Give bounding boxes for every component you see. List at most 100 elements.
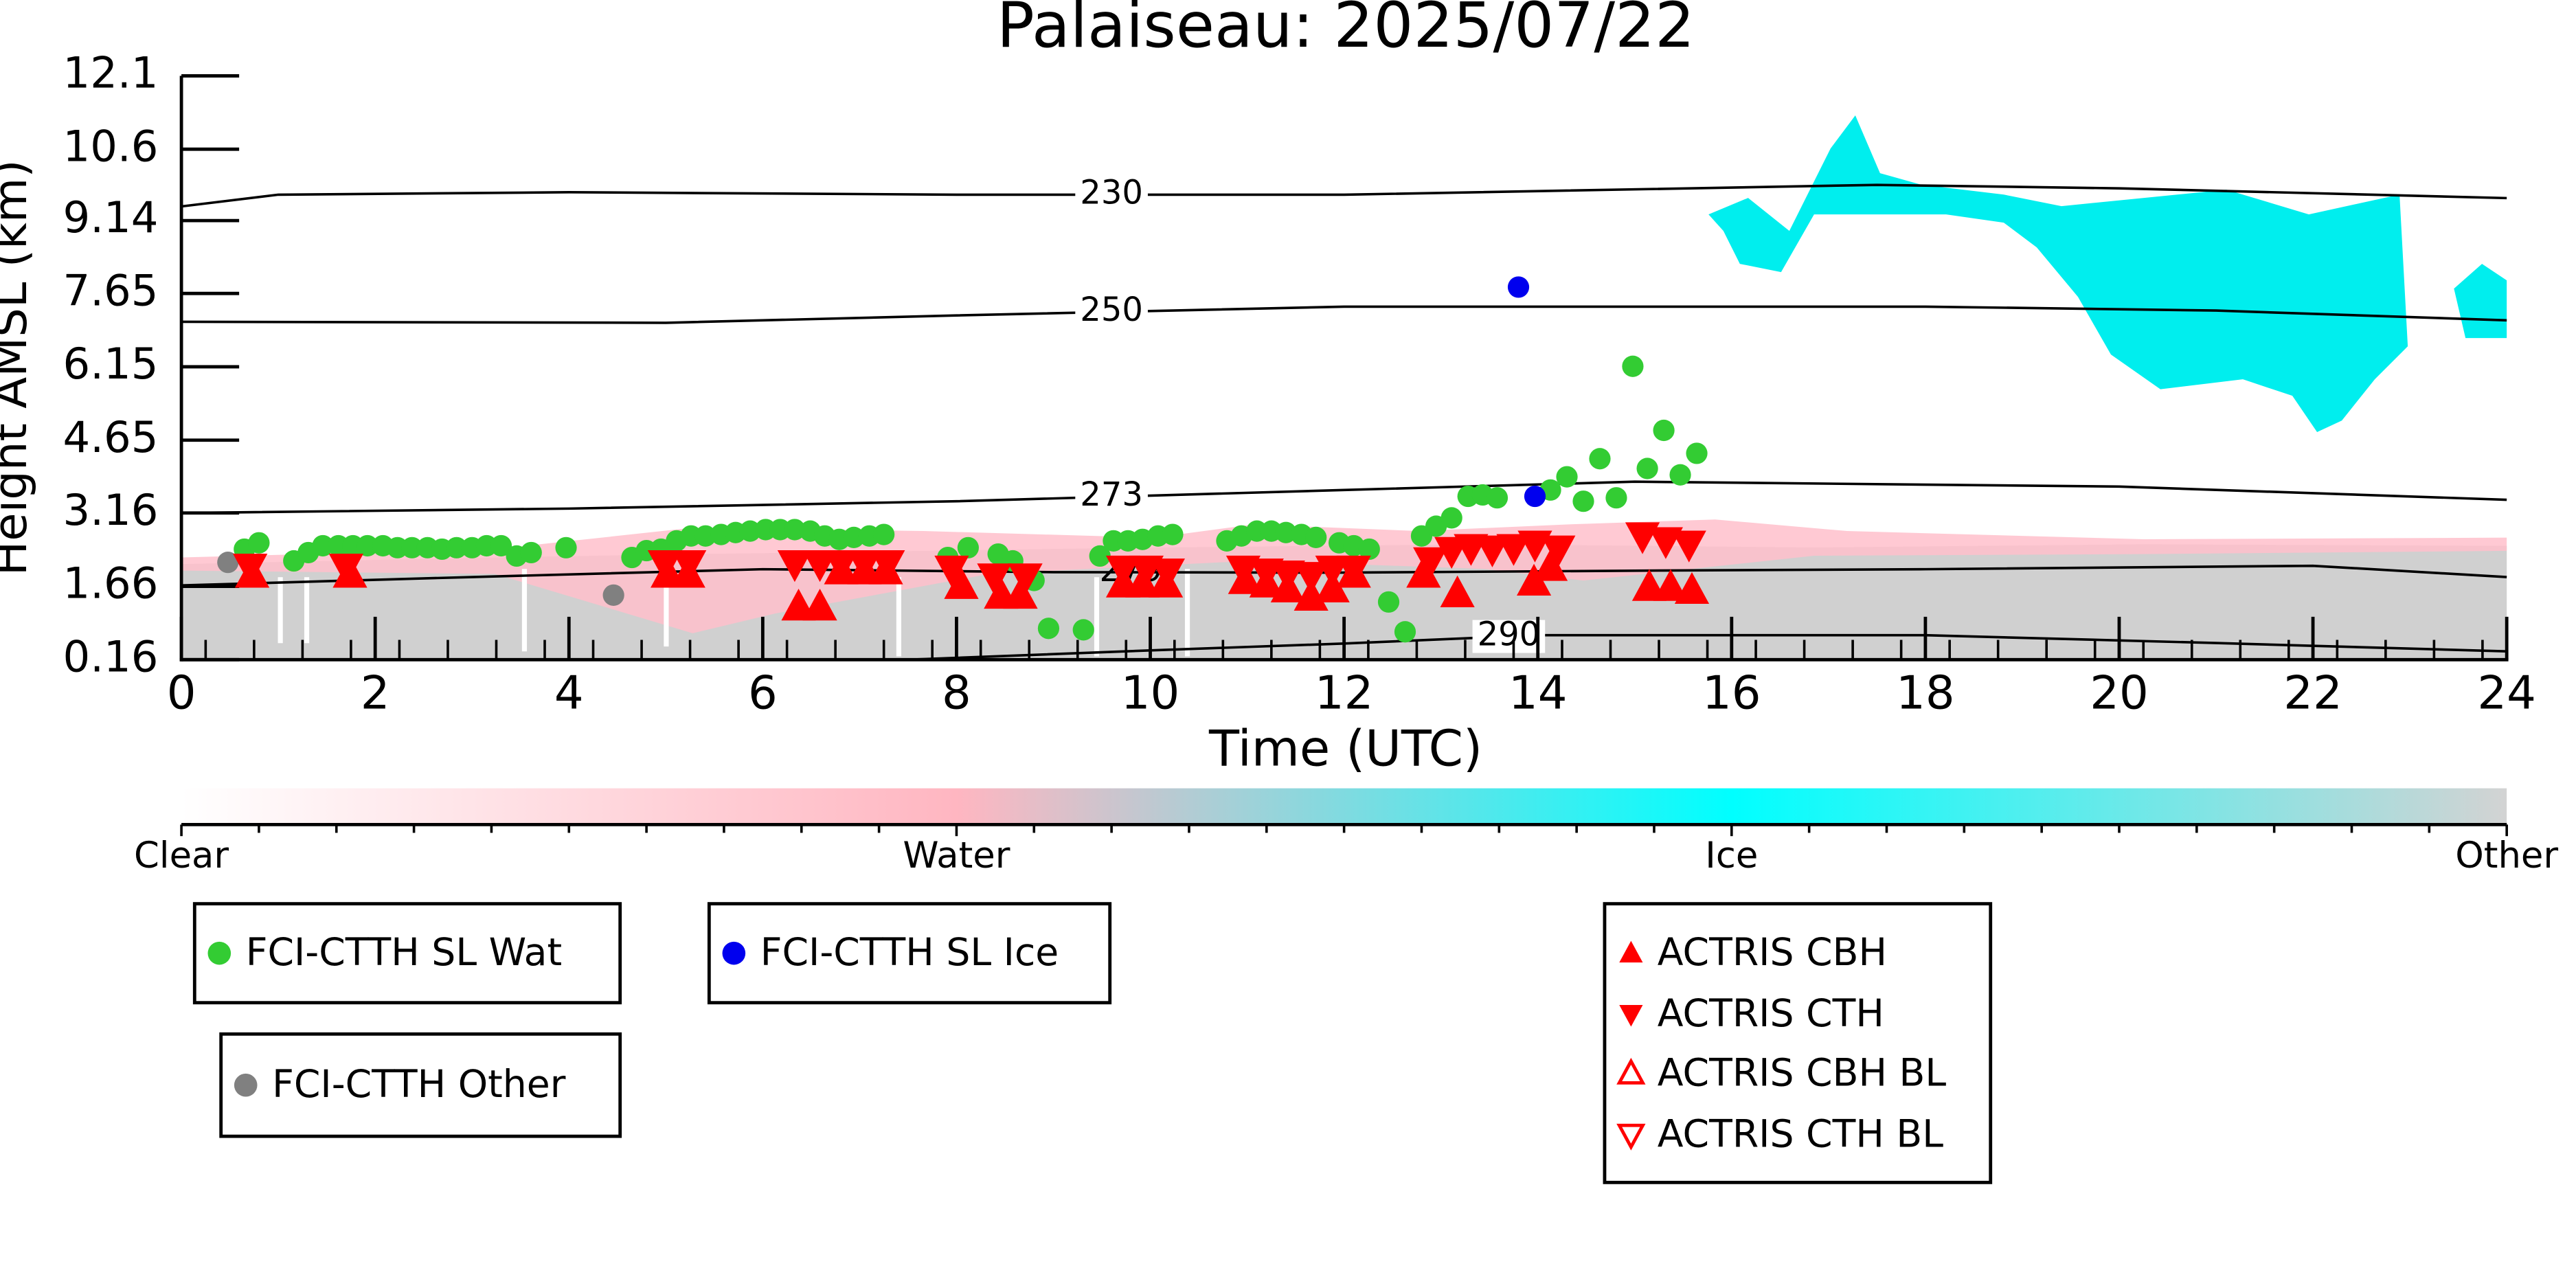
y-tick-label: 3.16: [63, 485, 159, 535]
point: [672, 550, 707, 583]
point: [843, 526, 865, 548]
y-tick-label: 10.6: [63, 121, 159, 171]
gaps: [278, 569, 1190, 657]
point: [1162, 523, 1184, 545]
point: [1533, 549, 1568, 581]
contour-label-bg: [1075, 295, 1148, 329]
point: [824, 550, 859, 583]
x-tick-label: 24: [2477, 666, 2536, 720]
point: [977, 563, 1012, 596]
legend-box: [192, 902, 622, 1005]
point: [1589, 448, 1611, 470]
point: [1105, 555, 1141, 588]
point: [1686, 442, 1708, 464]
point: [1496, 534, 1531, 566]
point: [1440, 575, 1475, 608]
contour-label-bg: [1075, 178, 1148, 212]
x-tick-label: 20: [2090, 666, 2149, 720]
point: [1003, 576, 1038, 609]
point: [248, 532, 270, 554]
colorbar-label: Clear: [134, 835, 229, 877]
point: [1507, 276, 1530, 298]
y-tick-label: 6.15: [63, 339, 159, 389]
point: [784, 519, 806, 541]
y-tick-label: 4.65: [63, 412, 159, 462]
legend-label: ACTRIS CTH BL: [1658, 1112, 1943, 1156]
legend-marker: [722, 941, 746, 965]
legend-label: ACTRIS CBH: [1658, 931, 1887, 975]
point: [1524, 485, 1546, 508]
contour-label: 273: [1080, 475, 1143, 514]
point: [1293, 578, 1329, 611]
x-tick-label: 4: [554, 666, 584, 720]
x-tick-label: 16: [1702, 666, 1761, 720]
point: [1636, 457, 1658, 479]
legend-marker: [1616, 1057, 1646, 1085]
point: [802, 589, 837, 621]
point: [1669, 464, 1691, 486]
point: [873, 523, 895, 545]
point: [1270, 560, 1305, 593]
x-tick-label: 14: [1509, 666, 1568, 720]
x-tick-label: 6: [748, 666, 778, 720]
point: [1293, 562, 1329, 594]
point: [555, 536, 577, 558]
contour-line: [181, 305, 2507, 324]
point: [401, 536, 423, 558]
point: [1336, 555, 1371, 588]
point: [944, 567, 979, 599]
point: [1150, 558, 1186, 591]
x-tick-label: 10: [1121, 666, 1180, 720]
point: [233, 553, 268, 586]
y-tick-label: 1.66: [63, 558, 159, 609]
point: [1475, 535, 1510, 567]
chart-title: Palaiseau: 2025/07/22: [997, 0, 1695, 62]
point: [870, 550, 905, 583]
point: [217, 552, 239, 574]
point: [934, 555, 969, 588]
legend-marker: [1619, 1004, 1643, 1027]
y-tick-label: 9.14: [63, 192, 159, 242]
contour-line: [181, 480, 2507, 515]
point: [1653, 569, 1688, 601]
x-tick-label: 2: [361, 666, 390, 720]
x-axis-label: Time (UTC): [1208, 719, 1482, 777]
legend-marker: [207, 941, 231, 965]
legend-marker: [1619, 940, 1643, 963]
point: [312, 534, 334, 557]
point: [357, 534, 379, 557]
legend-label: FCI-CTTH SL Wat: [246, 931, 562, 975]
point: [1008, 563, 1043, 596]
point: [1556, 466, 1578, 488]
legend-box: [219, 1032, 622, 1138]
y-tick-label: 7.65: [63, 265, 159, 315]
point: [1225, 555, 1261, 588]
point: [328, 553, 363, 586]
point: [1572, 490, 1594, 512]
point: [1394, 621, 1416, 643]
point: [1125, 565, 1160, 598]
point: [1440, 507, 1462, 529]
legend-marker: [1616, 1123, 1646, 1151]
water-cloud-area: [181, 519, 2507, 633]
legend-label: ACTRIS CBH BL: [1658, 1051, 1947, 1095]
point: [957, 536, 979, 558]
contour-label: 230: [1080, 173, 1143, 212]
point: [1406, 556, 1441, 588]
point: [647, 550, 682, 583]
legend-label: FCI-CTTH Other: [272, 1063, 566, 1107]
y-tick-label: 12.1: [63, 48, 159, 98]
point: [490, 534, 512, 557]
point: [1305, 526, 1327, 548]
legend-box: [1603, 902, 1993, 1184]
point: [694, 525, 716, 547]
contour-line: [181, 183, 2507, 208]
x-tick-label: 0: [167, 666, 196, 720]
contour-label-bg: [1075, 480, 1148, 514]
x-tick-label: 12: [1315, 666, 1374, 720]
x-tick-label: 22: [2283, 666, 2342, 720]
x-tick-label: 18: [1896, 666, 1955, 720]
point: [1622, 355, 1644, 377]
legend-label: FCI-CTTH SL Ice: [760, 931, 1059, 975]
legend-box: [707, 902, 1112, 1005]
